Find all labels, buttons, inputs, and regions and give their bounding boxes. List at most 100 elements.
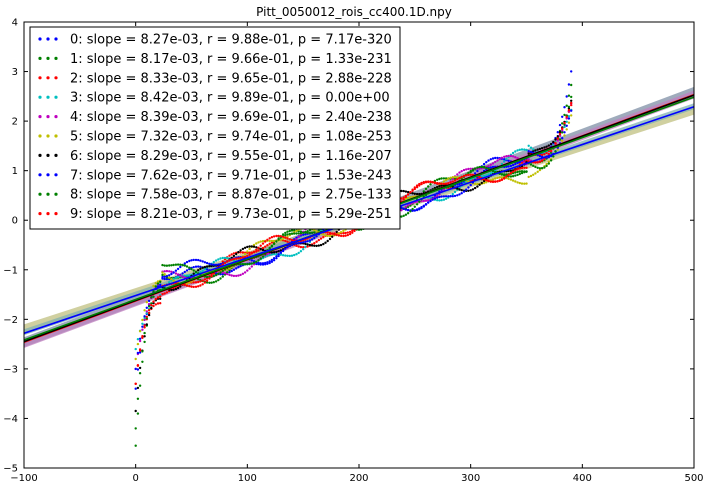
series-9-point [534, 161, 537, 164]
series-3-point [442, 198, 446, 201]
series-9-point [138, 348, 142, 351]
series-9-point [328, 231, 332, 235]
series-5-point [152, 284, 155, 288]
series-7-point [214, 263, 218, 266]
series-7-point [179, 265, 182, 269]
series-1-point [136, 412, 140, 415]
series-9-point [248, 253, 251, 256]
series-5-point [272, 239, 276, 243]
series-2-point [201, 279, 204, 282]
series-0-point [221, 273, 224, 276]
series-6-point [138, 366, 142, 370]
series-7-point [440, 195, 443, 198]
series-3-point [270, 253, 274, 256]
series-5-point [322, 233, 325, 236]
series-8-point [503, 173, 506, 176]
series-2-point [255, 250, 258, 253]
series-2-point [239, 251, 242, 254]
series-6-point [418, 192, 421, 196]
series-3-point [136, 338, 140, 341]
series-9 [134, 101, 573, 385]
series-6-point [174, 287, 178, 291]
series-4-point [404, 205, 408, 208]
series-9-point [192, 285, 195, 289]
series-8-point [552, 155, 555, 158]
series-7-point [308, 239, 312, 242]
series-2-point [351, 229, 354, 232]
series-9-point [281, 235, 285, 239]
legend-marker [38, 76, 42, 80]
series-8-point [165, 264, 169, 267]
series-4-point [266, 252, 269, 256]
series-7-point [201, 260, 204, 263]
series-4-point [494, 160, 497, 164]
series-8-point [525, 170, 528, 173]
series-9-point [487, 179, 490, 183]
legend-item: 1: slope = 8.17e-03, r = 9.66e-01, p = 1… [38, 52, 392, 67]
series-7-point [205, 261, 209, 265]
legend-label: 8: slope = 7.58e-03, r = 8.87e-01, p = 2… [70, 188, 392, 203]
series-3-point [188, 274, 191, 277]
series-0-point [192, 266, 195, 269]
series-6-point [235, 252, 238, 256]
series-7-point [275, 255, 278, 258]
series-7-point [402, 207, 405, 210]
series-6-point [147, 313, 151, 317]
series-8-point [400, 215, 403, 218]
series-8-point [505, 173, 508, 176]
series-9-point [288, 238, 291, 241]
series-4-point [456, 173, 459, 176]
series-7-point [462, 190, 466, 193]
y-tick-label: 1 [12, 166, 18, 177]
series-8-point [185, 265, 189, 268]
series-8-point [547, 162, 550, 165]
series-7-point [250, 259, 253, 262]
series-8-point [284, 234, 287, 237]
series-4-point [246, 269, 249, 272]
series-9-point [505, 175, 508, 178]
series-4-point [458, 171, 461, 174]
series-1-point [313, 231, 316, 234]
series-9-point [547, 152, 550, 156]
legend-marker [38, 134, 42, 138]
series-2-point [322, 236, 325, 239]
legend-marker [54, 134, 58, 138]
series-1-point [161, 273, 164, 277]
series-8-point [476, 166, 479, 169]
series-3-point [532, 148, 535, 151]
series-0-point [275, 257, 278, 260]
series-8-point [520, 170, 524, 173]
series-8-point [290, 232, 294, 235]
series-5-point [145, 301, 148, 304]
series-6-point [476, 185, 479, 188]
series-8-point [494, 170, 497, 174]
series-7-point [288, 244, 291, 247]
series-0-point [563, 106, 566, 109]
series-9-point [409, 190, 412, 194]
legend-marker [54, 192, 58, 196]
series-5-point [507, 177, 510, 180]
series-5-point [545, 162, 548, 166]
series-9-point [333, 233, 336, 236]
series-5-point [136, 342, 140, 346]
series-4-point [487, 164, 490, 168]
series-7-point [447, 195, 450, 198]
legend-marker [38, 56, 42, 61]
series-4-point [297, 235, 300, 239]
legend-label: 2: slope = 8.33e-03, r = 9.65e-01, p = 2… [70, 71, 392, 86]
series-4-point [232, 274, 236, 278]
series-9-point [188, 285, 191, 288]
x-tick-label: 400 [573, 473, 592, 484]
series-9-point [279, 235, 282, 238]
series-6-point [270, 251, 274, 254]
series-5-point [570, 114, 573, 117]
series-8-point [304, 230, 307, 234]
series-2-point [147, 312, 151, 315]
series-9-point [429, 180, 432, 183]
series-8-point [478, 165, 481, 169]
series-8-point [297, 232, 300, 235]
series-9-point [228, 259, 231, 262]
series-9-point [543, 157, 546, 161]
series-9-point [197, 285, 200, 288]
series-7-point [163, 275, 166, 278]
